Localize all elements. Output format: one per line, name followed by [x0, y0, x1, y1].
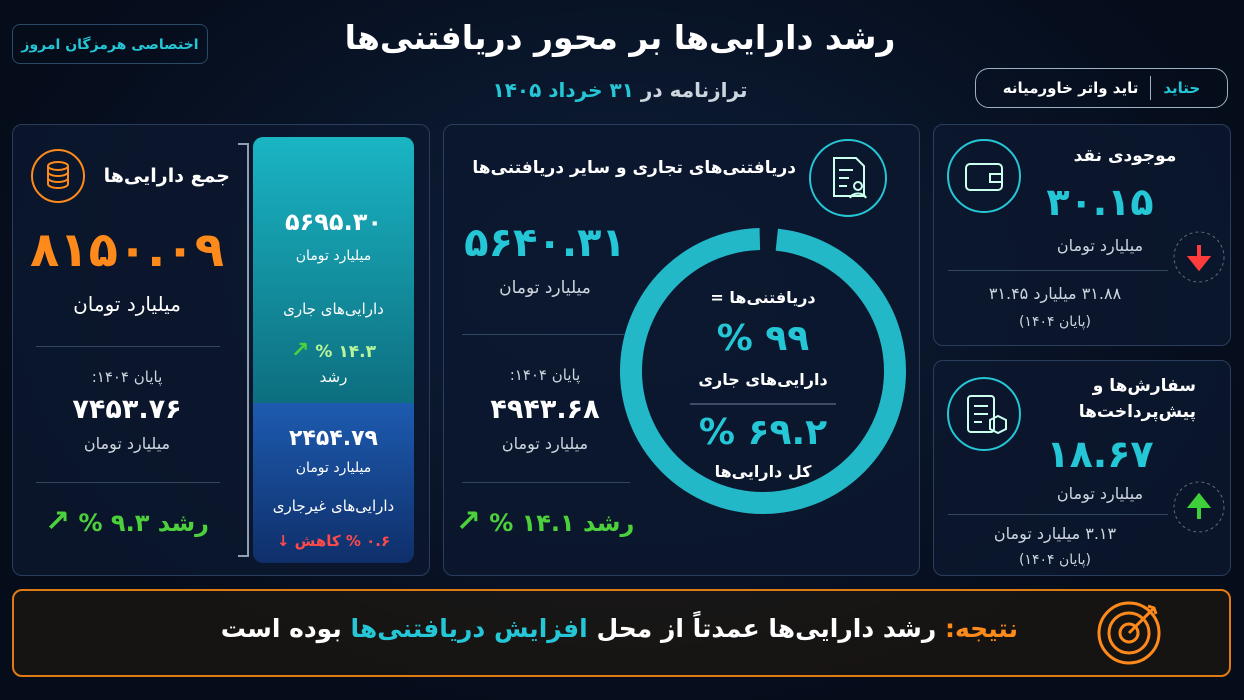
- current-assets-panel: [253, 137, 414, 403]
- prev: ۳۱.۸۸ میلیارد ۳۱.۴۵: [988, 284, 1122, 303]
- total-value: ۸۱۵۰.۰۹: [29, 222, 224, 278]
- separator: [948, 514, 1168, 515]
- prev-unit: میلیارد تومان: [501, 434, 589, 453]
- document-icon: [809, 139, 887, 217]
- title: رشد دارایی‌ها بر محور دریافتنی‌ها: [344, 18, 896, 57]
- prev-note: (پایان ۱۴۰۴): [1018, 552, 1092, 568]
- receivables-value: ۵۶۴۰.۳۱: [464, 220, 626, 266]
- unit: میلیارد تومان: [295, 248, 372, 264]
- growth-text: رشد ۱۴.۱ %: [489, 509, 635, 537]
- unit: میلیارد تومان: [1056, 484, 1144, 503]
- card-title: جمع دارایی‌ها: [103, 165, 230, 187]
- subtitle-text: ترازنامه در: [640, 78, 748, 102]
- share-current: ۹۹ %: [716, 318, 810, 359]
- prev-value: ۷۴۵۳.۷۶: [72, 394, 182, 425]
- down-arrow: ↓: [276, 532, 290, 550]
- prev-value: ۴۹۴۳.۶۸: [490, 394, 600, 425]
- clipboard-icon: [947, 377, 1021, 451]
- current-value: ۵۶۹۵.۳۰: [284, 208, 382, 236]
- unit: میلیارد تومان: [499, 278, 591, 298]
- share-total-label: کل دارایی‌ها: [714, 462, 812, 481]
- growth: رشد ۹.۳ % ↗: [22, 504, 232, 539]
- up-arrow: ↗: [455, 504, 481, 539]
- down-badge: [1173, 231, 1225, 283]
- coins-icon: [31, 149, 85, 203]
- separator: [948, 270, 1168, 271]
- growth: ۱۴.۳ % ↗: [253, 338, 414, 363]
- prepayments-value: ۱۸.۶۷: [1046, 432, 1154, 476]
- up-arrow: ↗: [45, 504, 71, 539]
- conclusion-highlight: افزایش دریافتنی‌ها: [350, 614, 588, 643]
- growth-label: رشد: [319, 368, 348, 386]
- growth-value: ۱۴.۳ %: [315, 342, 376, 362]
- cash-value: ۳۰.۱۵: [1046, 180, 1154, 224]
- unit: میلیارد تومان: [295, 460, 372, 476]
- growth: رشد ۱۴.۱ % ↗: [455, 504, 635, 539]
- company: تاید واتر خاورمیانه: [1002, 79, 1139, 97]
- prev-unit: میلیارد تومان: [83, 434, 171, 453]
- noncurrent-assets-panel: [253, 403, 414, 563]
- label: دارایی‌های غیرجاری: [272, 497, 395, 515]
- share-total: ۶۹.۲ %: [698, 412, 828, 453]
- separator: [36, 346, 220, 347]
- badge: اختصاصی هرمزگان امروز: [12, 24, 208, 64]
- subtitle-date: ۳۱ خرداد ۱۴۰۵: [492, 78, 634, 102]
- prev: ۳.۱۳ میلیارد تومان: [993, 524, 1117, 543]
- unit: میلیارد تومان: [1056, 236, 1144, 255]
- brand-pill: حتاید تاید واتر خاورمیانه: [975, 68, 1228, 108]
- card-title: دریافتنی‌های تجاری و سایر دریافتنی‌ها: [472, 158, 796, 178]
- target-icon: [1097, 601, 1161, 665]
- conclusion-text-a: رشد دارایی‌ها عمدتاً از محل: [596, 614, 937, 643]
- prev-label: پایان ۱۴۰۴:: [91, 368, 163, 386]
- change: ۰.۶ % کاهش ↓: [253, 532, 414, 550]
- up-badge: [1173, 481, 1225, 533]
- separator: [462, 482, 630, 483]
- separator: [36, 482, 220, 483]
- conclusion-label: نتیجه:: [945, 614, 1018, 643]
- label: دارایی‌های جاری: [283, 300, 384, 318]
- subtitle: ترازنامه در ۳۱ خرداد ۱۴۰۵: [350, 78, 890, 102]
- cash-card: [933, 124, 1231, 346]
- unit: میلیارد تومان: [73, 292, 181, 316]
- brand: حتاید: [1163, 79, 1201, 97]
- growth-text: رشد ۹.۳ %: [78, 509, 209, 537]
- up-arrow: ↗: [291, 338, 310, 363]
- conclusion-text-b: بوده است: [220, 614, 342, 643]
- conclusion-box: [12, 589, 1231, 677]
- card-title-1: سفارش‌ها و: [1092, 376, 1196, 396]
- noncurrent-value: ۲۴۵۴.۷۹: [289, 426, 378, 451]
- ring-heading: دریافتنی‌ها =: [710, 288, 816, 307]
- bracket: [238, 143, 249, 557]
- share-current-label: دارایی‌های جاری: [698, 370, 828, 389]
- prev-label: پایان ۱۴۰۴:: [509, 366, 581, 384]
- divider: [1150, 76, 1152, 100]
- wallet-icon: [947, 139, 1021, 213]
- change-text: ۰.۶ % کاهش: [294, 532, 391, 550]
- card-title-2: پیش‌پرداخت‌ها: [1078, 402, 1196, 422]
- conclusion: نتیجه: رشد دارایی‌ها عمدتاً از محل افزای…: [221, 614, 1018, 643]
- separator: [462, 334, 630, 335]
- receivables-card: [443, 124, 920, 576]
- prev-note: (پایان ۱۴۰۴): [1018, 314, 1092, 330]
- card-title: موجودی نقد: [1073, 146, 1177, 166]
- ring: [620, 228, 906, 514]
